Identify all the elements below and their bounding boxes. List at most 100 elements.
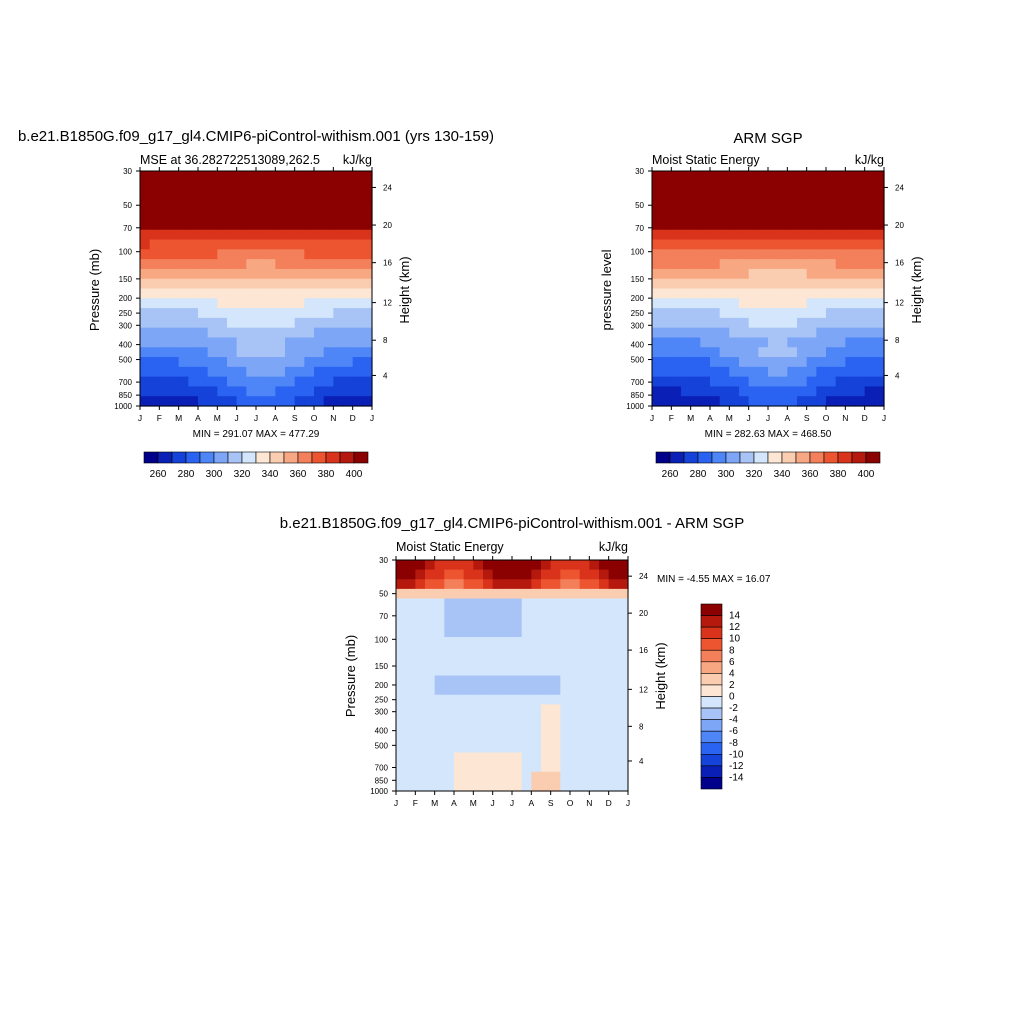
panel2-contour-cell <box>835 249 846 260</box>
panel3-contour-cell <box>434 675 445 686</box>
panel2-x-tick-label: D <box>862 413 868 423</box>
panel2-contour-cell <box>661 288 672 299</box>
panel2-contour-cell <box>874 239 885 250</box>
panel1-contour-cell <box>246 396 257 407</box>
panel1-contour-cell <box>285 347 296 358</box>
panel3-contour-cell <box>454 704 465 715</box>
panel1-contour-cell <box>159 239 170 250</box>
panel3-contour-cell <box>444 637 455 648</box>
panel1-contour-cell <box>294 278 305 290</box>
panel3-contour-cell <box>570 714 581 725</box>
panel3-contour-cell <box>434 742 445 754</box>
panel3-contour-cell <box>521 665 532 677</box>
panel3-contour-cell <box>618 617 629 628</box>
panel1-contour-cell <box>149 239 160 250</box>
panel2-contour-cell <box>816 347 827 358</box>
panel1-contour-cell <box>343 366 354 378</box>
panel3-x-tick-label: D <box>606 798 612 808</box>
panel1-contour-cell <box>217 180 228 192</box>
panel2-contour-cell <box>661 327 672 339</box>
panel1-contour-cell <box>217 396 228 407</box>
panel3-contour-cell <box>434 762 445 773</box>
panel2-contour-cell <box>671 347 682 358</box>
panel2-contour-cell <box>652 396 663 407</box>
panel1-contour-cell <box>217 278 228 290</box>
panel3-contour-cell <box>502 762 513 773</box>
panel3-contour-cell <box>579 694 590 705</box>
panel2-contour-cell <box>835 239 846 250</box>
panel2-contour-cell <box>797 239 808 250</box>
panel1-contour-cell <box>333 337 344 348</box>
panel1-contour-cell <box>362 347 373 358</box>
panel1-contour-cell <box>140 337 151 348</box>
panel1-contour-cell <box>285 219 296 231</box>
panel1-contour-cell <box>275 396 286 407</box>
panel2-contour-cell <box>681 259 692 270</box>
panel2-contour-cell <box>690 337 701 348</box>
panel1-contour-cell <box>352 347 363 358</box>
panel2-contour-cell <box>661 366 672 378</box>
panel1-contour-cell <box>207 268 218 280</box>
panel3-contour-cell <box>425 627 436 638</box>
panel3-contour-cell <box>396 579 407 590</box>
panel3-contour-cell <box>434 588 445 600</box>
panel3-contour-cell <box>550 733 561 744</box>
panel3-contour-cell <box>473 694 484 705</box>
panel2-contour-cell <box>835 268 846 280</box>
panel2-contour-cell <box>661 376 672 388</box>
panel3-contour-cell <box>512 733 523 744</box>
panel2-contour-cell <box>748 308 759 319</box>
panel3-contour-cell <box>492 694 503 705</box>
panel3-contour-cell <box>492 560 503 571</box>
panel1-contour-cell <box>198 190 209 201</box>
panel1-contour-cell <box>149 278 160 290</box>
panel2-contour-cell <box>806 278 817 290</box>
panel3-contour-cell <box>531 656 542 667</box>
panel3-contour-cell <box>492 608 503 619</box>
panel2-contour-cell <box>806 219 817 231</box>
panel1-contour-cell <box>178 210 189 221</box>
panel2-contour-cell <box>845 317 856 329</box>
panel1-contour-cell <box>188 317 199 329</box>
panel2-contour-cell <box>826 219 837 231</box>
panel3-contour-cell <box>415 781 426 792</box>
panel3-contour-cell <box>434 723 445 734</box>
panel1-contour-cell <box>285 298 296 309</box>
panel1-contour-cell <box>362 219 373 231</box>
panel1-contour-cell <box>304 190 315 201</box>
panel1-contour-cell <box>188 229 199 241</box>
panel1-contour-cell <box>217 317 228 329</box>
panel1-contour-cell <box>362 386 373 397</box>
panel2-contour-cell <box>739 298 750 309</box>
panel2-contour-cell <box>777 396 788 407</box>
panel1-colorbar-box <box>311 451 327 464</box>
panel2-contour-cell <box>739 317 750 329</box>
panel2-contour-cell <box>806 327 817 339</box>
panel1-contour-cell <box>265 288 276 299</box>
panel2-contour-cell <box>719 210 730 221</box>
panel3-contour-cell <box>405 598 416 609</box>
panel1-contour-cell <box>178 180 189 192</box>
panel1-contour-cell <box>149 180 160 192</box>
panel3-contour-cell <box>550 723 561 734</box>
panel1-contour-cell <box>362 396 373 407</box>
panel1-y-tick-label: 70 <box>123 224 132 233</box>
panel1-colorbar-box <box>171 451 187 464</box>
panel2-contour-cell <box>845 337 856 348</box>
panel2-contour-cell <box>806 239 817 250</box>
panel3-contour-cell <box>463 656 474 667</box>
panel2-contour-cell <box>855 347 866 358</box>
panel1-contour-cell <box>188 366 199 378</box>
panel1-contour-cell <box>343 229 354 241</box>
panel1-contour-cell <box>294 308 305 319</box>
panel3-contour-cell <box>454 733 465 744</box>
panel3-contour-cell <box>618 627 629 638</box>
panel1-y-tick-label: 200 <box>119 294 133 303</box>
panel3-contour-cell <box>560 588 571 600</box>
panel1-contour-cell <box>314 180 325 192</box>
panel3-contour-cell <box>502 781 513 792</box>
panel3-contour-cell <box>396 675 407 686</box>
panel2-contour-cell <box>816 288 827 299</box>
panel3-contour-cell <box>463 627 474 638</box>
panel1-contour-cell <box>343 171 354 182</box>
